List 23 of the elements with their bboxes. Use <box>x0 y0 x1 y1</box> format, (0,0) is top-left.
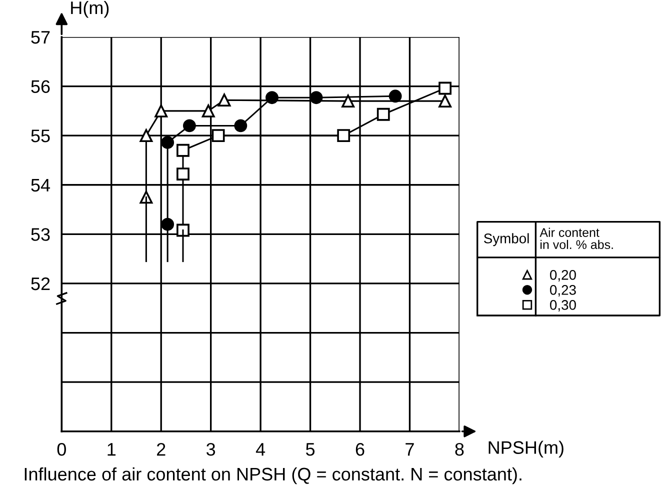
x-tick-label: 2 <box>156 442 166 456</box>
legend-label: 0,20 <box>550 270 576 282</box>
x-tick-label: 7 <box>406 443 414 456</box>
x-tick-label: 0 <box>57 442 66 456</box>
x-axis-title: NPSH(m) <box>488 440 564 458</box>
x-tick-label: 8 <box>455 442 464 456</box>
y-tick-label: 52 <box>31 277 50 290</box>
y-tick-label: 56 <box>31 80 50 93</box>
x-tick-label: 3 <box>206 442 216 456</box>
x-tick-label: 6 <box>356 442 364 456</box>
legend-label: 0,30 <box>550 300 576 312</box>
legend-label: 0,23 <box>550 285 576 297</box>
text: Influence of air content on NPSH (Q = constant. N = constant). <box>24 467 522 484</box>
y-tick-label: 55 <box>31 130 50 142</box>
y-tick-label: 57 <box>31 31 50 44</box>
x-tick-label: 1 <box>108 443 116 456</box>
x-tick-label: 5 <box>306 443 315 456</box>
legend-title: Air content in vol. % abs. <box>540 228 613 250</box>
text: Symbol <box>484 233 529 246</box>
x-tick-label: 4 <box>256 443 266 456</box>
y-tick-label: 53 <box>31 228 50 241</box>
y-tick-label: 54 <box>31 178 50 192</box>
y-axis-title: H(m) <box>71 0 109 18</box>
